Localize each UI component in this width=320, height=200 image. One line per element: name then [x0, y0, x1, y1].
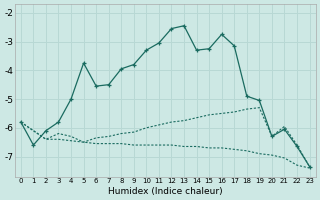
X-axis label: Humidex (Indice chaleur): Humidex (Indice chaleur) — [108, 187, 222, 196]
